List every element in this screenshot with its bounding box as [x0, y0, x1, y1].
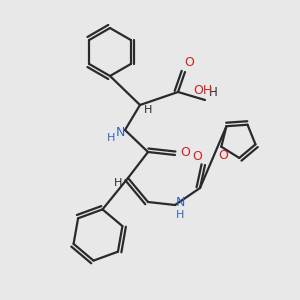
Text: H: H — [208, 85, 217, 98]
Text: O: O — [192, 151, 202, 164]
Text: N: N — [115, 125, 125, 139]
Text: O: O — [184, 56, 194, 68]
Text: O: O — [180, 146, 190, 160]
Text: OH: OH — [194, 83, 213, 97]
Text: H: H — [176, 210, 184, 220]
Text: O: O — [218, 149, 228, 162]
Text: H: H — [114, 178, 122, 188]
Text: H: H — [144, 105, 152, 115]
Text: N: N — [175, 196, 185, 209]
Text: H: H — [107, 133, 115, 143]
